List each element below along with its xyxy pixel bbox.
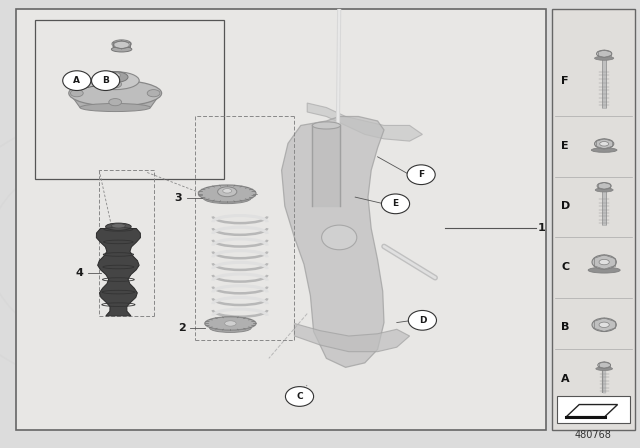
Circle shape — [92, 71, 120, 90]
Ellipse shape — [112, 40, 131, 48]
Ellipse shape — [592, 318, 616, 332]
Text: D: D — [561, 201, 570, 211]
Text: 1: 1 — [538, 224, 545, 233]
Bar — [16, 9, 546, 430]
Ellipse shape — [68, 80, 161, 106]
Ellipse shape — [312, 122, 340, 129]
Ellipse shape — [322, 225, 357, 250]
Polygon shape — [282, 9, 538, 412]
Ellipse shape — [80, 103, 150, 112]
Ellipse shape — [91, 72, 140, 90]
Text: C: C — [296, 392, 303, 401]
Ellipse shape — [223, 189, 232, 193]
Ellipse shape — [102, 72, 128, 82]
Ellipse shape — [596, 367, 612, 370]
Text: F: F — [561, 76, 569, 86]
Circle shape — [63, 71, 91, 90]
Polygon shape — [307, 103, 422, 141]
Text: 4: 4 — [76, 268, 83, 278]
Ellipse shape — [114, 41, 129, 48]
Ellipse shape — [595, 56, 614, 60]
Ellipse shape — [599, 259, 609, 265]
Ellipse shape — [109, 99, 122, 106]
Ellipse shape — [600, 142, 609, 146]
Ellipse shape — [596, 50, 612, 57]
Text: F: F — [418, 170, 424, 179]
Text: D: D — [419, 316, 426, 325]
Ellipse shape — [591, 148, 617, 152]
Ellipse shape — [595, 188, 613, 192]
Text: 480768: 480768 — [575, 430, 612, 439]
Text: C: C — [561, 262, 570, 271]
Ellipse shape — [588, 267, 620, 273]
Text: A: A — [74, 76, 80, 85]
Polygon shape — [282, 116, 384, 367]
Polygon shape — [97, 228, 140, 316]
Ellipse shape — [110, 73, 120, 78]
Ellipse shape — [218, 187, 237, 197]
Ellipse shape — [147, 90, 160, 97]
Ellipse shape — [209, 323, 251, 332]
Circle shape — [407, 165, 435, 185]
Ellipse shape — [70, 90, 83, 97]
Ellipse shape — [592, 255, 616, 269]
Text: E: E — [561, 141, 569, 151]
Ellipse shape — [205, 317, 256, 330]
Polygon shape — [294, 323, 410, 352]
Bar — [35, 20, 224, 179]
Text: 2: 2 — [178, 323, 186, 333]
Polygon shape — [566, 405, 618, 417]
Ellipse shape — [111, 224, 125, 228]
Bar — [552, 9, 635, 430]
Ellipse shape — [598, 362, 611, 368]
Ellipse shape — [198, 185, 256, 202]
Ellipse shape — [204, 192, 251, 203]
Ellipse shape — [599, 322, 609, 327]
Text: A: A — [561, 374, 570, 383]
Text: 3: 3 — [175, 193, 182, 203]
Ellipse shape — [225, 321, 236, 326]
Ellipse shape — [597, 182, 611, 189]
Text: B: B — [102, 76, 109, 85]
Polygon shape — [70, 94, 160, 108]
Circle shape — [285, 387, 314, 406]
Bar — [557, 396, 630, 423]
Text: E: E — [392, 199, 399, 208]
Circle shape — [408, 310, 436, 330]
Ellipse shape — [106, 223, 131, 230]
Text: B: B — [561, 322, 570, 332]
Ellipse shape — [595, 139, 614, 149]
Ellipse shape — [111, 47, 132, 52]
Ellipse shape — [109, 81, 122, 88]
Circle shape — [381, 194, 410, 214]
